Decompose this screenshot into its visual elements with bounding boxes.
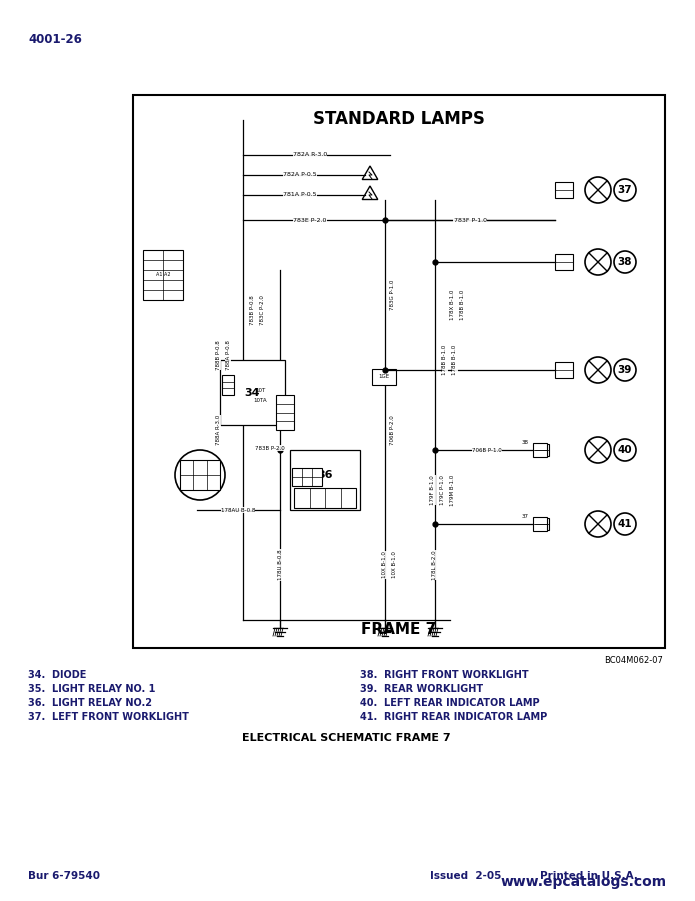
Bar: [533, 517, 547, 531]
Bar: [535, 518, 549, 530]
Text: 1GE: 1GE: [379, 375, 390, 379]
Text: 10X B-1.0: 10X B-1.0: [393, 551, 398, 578]
Bar: [133, 95, 665, 648]
Bar: [535, 444, 549, 456]
Text: Issued  2-05: Issued 2-05: [430, 871, 501, 881]
Text: 40: 40: [618, 445, 632, 455]
Text: 35: 35: [193, 470, 208, 480]
Text: 178AU B-0.8: 178AU B-0.8: [221, 507, 255, 513]
Text: 783B P-2.0: 783B P-2.0: [255, 445, 285, 450]
Text: 178B B-1.0: 178B B-1.0: [461, 290, 466, 320]
Bar: [555, 254, 573, 270]
Text: 783C P-2.0: 783C P-2.0: [261, 295, 265, 325]
Bar: [276, 395, 294, 430]
Text: 783B P-0.8: 783B P-0.8: [250, 296, 256, 325]
Text: 782A R-3.0: 782A R-3.0: [293, 152, 327, 158]
Text: 706B P-1.0: 706B P-1.0: [472, 448, 502, 452]
Bar: [222, 375, 234, 395]
Text: 41: 41: [618, 519, 632, 529]
Text: A1 A2: A1 A2: [156, 272, 170, 278]
Bar: [372, 369, 396, 385]
Text: 178L B-2.0: 178L B-2.0: [432, 551, 437, 580]
Text: 36.  LIGHT RELAY NO.2: 36. LIGHT RELAY NO.2: [28, 698, 152, 708]
Text: 41.  RIGHT REAR INDICATOR LAMP: 41. RIGHT REAR INDICATOR LAMP: [360, 712, 547, 722]
Bar: [220, 360, 285, 425]
Bar: [555, 362, 573, 378]
Text: 39.  REAR WORKLIGHT: 39. REAR WORKLIGHT: [360, 684, 483, 694]
Bar: [555, 182, 573, 198]
Text: 179F B-1.0: 179F B-1.0: [430, 475, 436, 505]
Text: 781A P-0.5: 781A P-0.5: [284, 193, 317, 197]
Text: 38: 38: [522, 440, 529, 444]
Text: 38.  RIGHT FRONT WORKLIGHT: 38. RIGHT FRONT WORKLIGHT: [360, 670, 529, 680]
Text: Printed in U.S.A.: Printed in U.S.A.: [540, 871, 638, 881]
Text: 37: 37: [618, 185, 632, 195]
Text: 788B P-0.8: 788B P-0.8: [215, 340, 220, 370]
Text: 40.  LEFT REAR INDICATOR LAMP: 40. LEFT REAR INDICATOR LAMP: [360, 698, 539, 708]
Text: 34.  DIODE: 34. DIODE: [28, 670, 86, 680]
Text: 178B B-1.0: 178B B-1.0: [452, 345, 457, 375]
Text: 38: 38: [618, 257, 632, 267]
Text: 788A P-0.8: 788A P-0.8: [225, 340, 231, 370]
Text: 783E P-2.0: 783E P-2.0: [293, 217, 327, 223]
Text: BC04M062-07: BC04M062-07: [604, 656, 663, 665]
Text: Bur 6-79540: Bur 6-79540: [28, 871, 100, 881]
Text: 39: 39: [618, 365, 632, 375]
Text: 37: 37: [522, 514, 529, 518]
Text: www.epcatalogs.com: www.epcatalogs.com: [501, 875, 667, 889]
Text: STANDARD LAMPS: STANDARD LAMPS: [313, 110, 485, 128]
Text: 178X B-1.0: 178X B-1.0: [450, 290, 455, 320]
Text: 178U B-0.8: 178U B-0.8: [277, 550, 282, 580]
Text: 34: 34: [245, 387, 260, 397]
Text: 10TA: 10TA: [253, 397, 267, 403]
Text: 179C P-1.0: 179C P-1.0: [441, 475, 445, 505]
Bar: [180, 460, 220, 490]
Text: 706B P-2.0: 706B P-2.0: [391, 415, 395, 445]
Text: 179M B-1.0: 179M B-1.0: [450, 474, 455, 505]
Text: 788A R-3.0: 788A R-3.0: [215, 414, 220, 445]
Text: ELECTRICAL SCHEMATIC FRAME 7: ELECTRICAL SCHEMATIC FRAME 7: [242, 733, 451, 743]
Text: 10T: 10T: [255, 387, 265, 393]
Bar: [294, 488, 356, 508]
Bar: [533, 443, 547, 457]
Bar: [292, 468, 322, 486]
Text: 783G P-1.0: 783G P-1.0: [391, 280, 395, 310]
Text: 4001-26: 4001-26: [28, 33, 82, 46]
Text: 35.  LIGHT RELAY NO. 1: 35. LIGHT RELAY NO. 1: [28, 684, 156, 694]
Text: 178B B-1.0: 178B B-1.0: [443, 345, 448, 375]
Text: 37.  LEFT FRONT WORKLIGHT: 37. LEFT FRONT WORKLIGHT: [28, 712, 189, 722]
Text: 36: 36: [317, 470, 333, 480]
Bar: [143, 250, 183, 300]
Text: FRAME 7: FRAME 7: [361, 623, 436, 638]
Text: 782A P-0.5: 782A P-0.5: [283, 172, 317, 177]
Bar: [290, 450, 360, 510]
Text: 10X B-1.0: 10X B-1.0: [382, 551, 388, 578]
Text: 783F P-1.0: 783F P-1.0: [454, 217, 486, 223]
